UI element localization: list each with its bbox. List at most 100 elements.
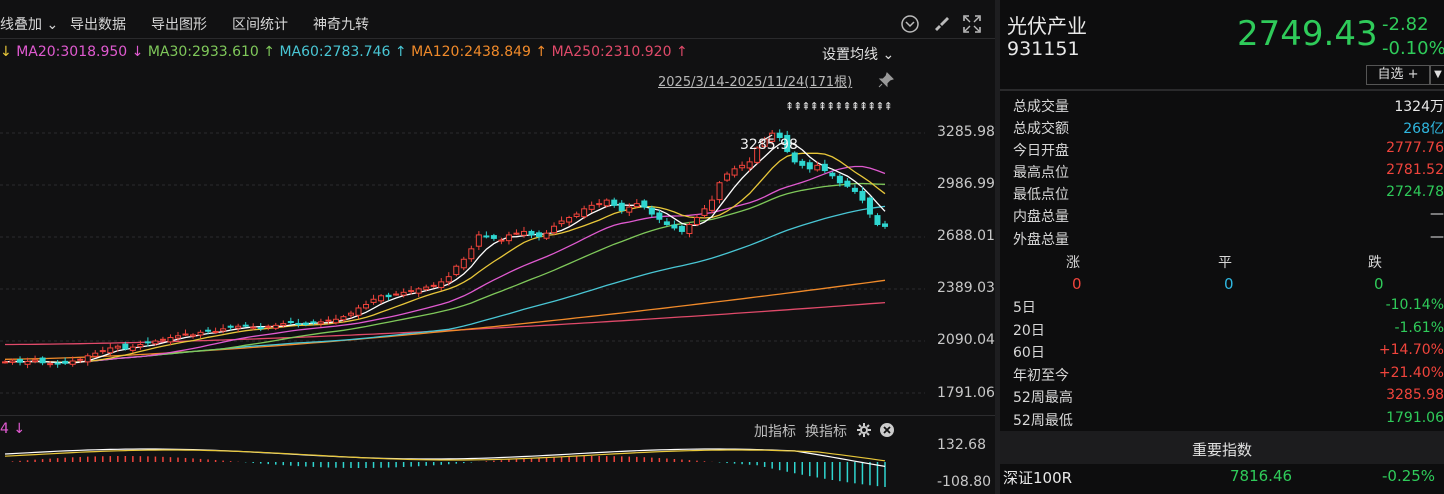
pin-icon[interactable] <box>878 72 894 88</box>
candle[interactable] <box>513 229 520 236</box>
indicator-chart[interactable] <box>0 440 925 494</box>
candle[interactable] <box>678 224 685 235</box>
candle[interactable] <box>2 360 8 364</box>
candle[interactable] <box>618 200 625 214</box>
candle[interactable] <box>543 230 550 240</box>
candle[interactable] <box>9 358 16 365</box>
candle[interactable] <box>633 199 640 209</box>
candle[interactable] <box>536 230 543 241</box>
candle[interactable] <box>265 324 272 331</box>
candle[interactable] <box>460 256 467 271</box>
close-icon[interactable] <box>879 422 895 438</box>
collapse-icon[interactable] <box>900 14 920 34</box>
candle[interactable] <box>317 318 324 327</box>
candle[interactable] <box>370 294 377 305</box>
candle[interactable] <box>588 201 595 213</box>
candle[interactable] <box>235 323 242 332</box>
candle[interactable] <box>445 272 452 286</box>
candle[interactable] <box>859 186 866 204</box>
candle[interactable] <box>490 233 497 241</box>
candle[interactable] <box>84 353 91 366</box>
candlestick-chart[interactable] <box>0 95 925 415</box>
candle[interactable] <box>806 159 813 173</box>
candle[interactable] <box>724 171 731 182</box>
magic-nine-button[interactable]: 神奇九转 <box>313 17 369 33</box>
candle[interactable] <box>17 356 24 366</box>
candle[interactable] <box>596 199 603 208</box>
candle[interactable] <box>520 226 527 238</box>
candle[interactable] <box>814 161 821 172</box>
candle[interactable] <box>656 209 663 224</box>
candle[interactable] <box>257 323 264 332</box>
candle[interactable] <box>385 292 392 301</box>
candle[interactable] <box>821 159 828 173</box>
candle[interactable] <box>114 344 121 352</box>
candle[interactable] <box>242 322 249 328</box>
candle[interactable] <box>505 231 512 245</box>
candle[interactable] <box>693 214 700 227</box>
add-watchlist-button[interactable]: 自选 + <box>1366 65 1430 85</box>
candle[interactable] <box>701 205 708 218</box>
candle[interactable] <box>581 205 588 220</box>
candle[interactable] <box>24 357 31 369</box>
candle[interactable] <box>144 337 151 347</box>
candle[interactable] <box>566 215 573 226</box>
candle[interactable] <box>438 278 445 291</box>
candle[interactable] <box>152 339 159 346</box>
candle[interactable] <box>69 356 76 367</box>
candle[interactable] <box>129 343 136 353</box>
candle[interactable] <box>310 319 317 326</box>
candle[interactable] <box>378 294 385 304</box>
candle[interactable] <box>754 146 761 165</box>
candle[interactable] <box>498 237 505 245</box>
candle[interactable] <box>731 165 738 178</box>
candle[interactable] <box>453 264 460 277</box>
candle[interactable] <box>122 341 129 351</box>
candle[interactable] <box>287 317 294 326</box>
candle[interactable] <box>32 355 39 364</box>
candle[interactable] <box>167 334 174 346</box>
candle[interactable] <box>836 173 843 187</box>
candle[interactable] <box>663 218 670 227</box>
candle[interactable] <box>483 231 490 239</box>
export-image-button[interactable]: 导出图形 <box>151 17 207 33</box>
candle[interactable] <box>325 316 332 325</box>
candle[interactable] <box>363 300 370 310</box>
candle[interactable] <box>423 284 430 292</box>
candle[interactable] <box>671 220 678 231</box>
candle[interactable] <box>408 286 415 295</box>
candle[interactable] <box>250 323 257 331</box>
candle[interactable] <box>874 213 881 227</box>
candle[interactable] <box>137 340 144 350</box>
candle[interactable] <box>746 157 753 172</box>
candle[interactable] <box>197 329 204 339</box>
candle[interactable] <box>393 290 400 296</box>
candle[interactable] <box>851 184 858 194</box>
candle[interactable] <box>784 130 791 154</box>
candle[interactable] <box>212 327 219 334</box>
gear-icon[interactable] <box>856 422 872 438</box>
candle[interactable] <box>182 329 189 336</box>
candle[interactable] <box>272 322 279 331</box>
candle[interactable] <box>159 336 166 343</box>
candle[interactable] <box>430 282 437 288</box>
candle[interactable] <box>475 231 482 251</box>
candle[interactable] <box>648 205 655 218</box>
candle[interactable] <box>641 199 648 210</box>
candle[interactable] <box>332 314 339 325</box>
ma-settings-button[interactable]: 设置均线 ⌄ <box>822 47 895 63</box>
candle[interactable] <box>866 196 873 218</box>
candle[interactable] <box>54 359 61 368</box>
candle[interactable] <box>415 287 422 298</box>
candle[interactable] <box>603 198 610 208</box>
export-data-button[interactable]: 导出数据 <box>70 17 126 33</box>
add-indicator-button[interactable]: 加指标 <box>754 424 796 440</box>
candle[interactable] <box>611 197 618 208</box>
candle[interactable] <box>340 314 347 323</box>
range-stats-button[interactable]: 区间统计 <box>232 17 288 33</box>
candle[interactable] <box>62 357 69 366</box>
candle[interactable] <box>47 361 54 368</box>
fullscreen-icon[interactable] <box>962 14 982 34</box>
candle[interactable] <box>573 211 580 219</box>
candle[interactable] <box>99 346 106 355</box>
